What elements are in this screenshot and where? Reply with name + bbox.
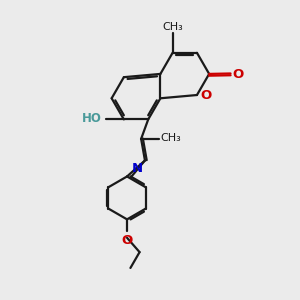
Text: O: O: [232, 68, 243, 81]
Text: O: O: [200, 88, 212, 101]
Text: N: N: [132, 162, 143, 175]
Text: CH₃: CH₃: [162, 22, 183, 32]
Text: O: O: [122, 234, 133, 247]
Text: HO: HO: [82, 112, 102, 125]
Text: CH₃: CH₃: [160, 133, 181, 143]
